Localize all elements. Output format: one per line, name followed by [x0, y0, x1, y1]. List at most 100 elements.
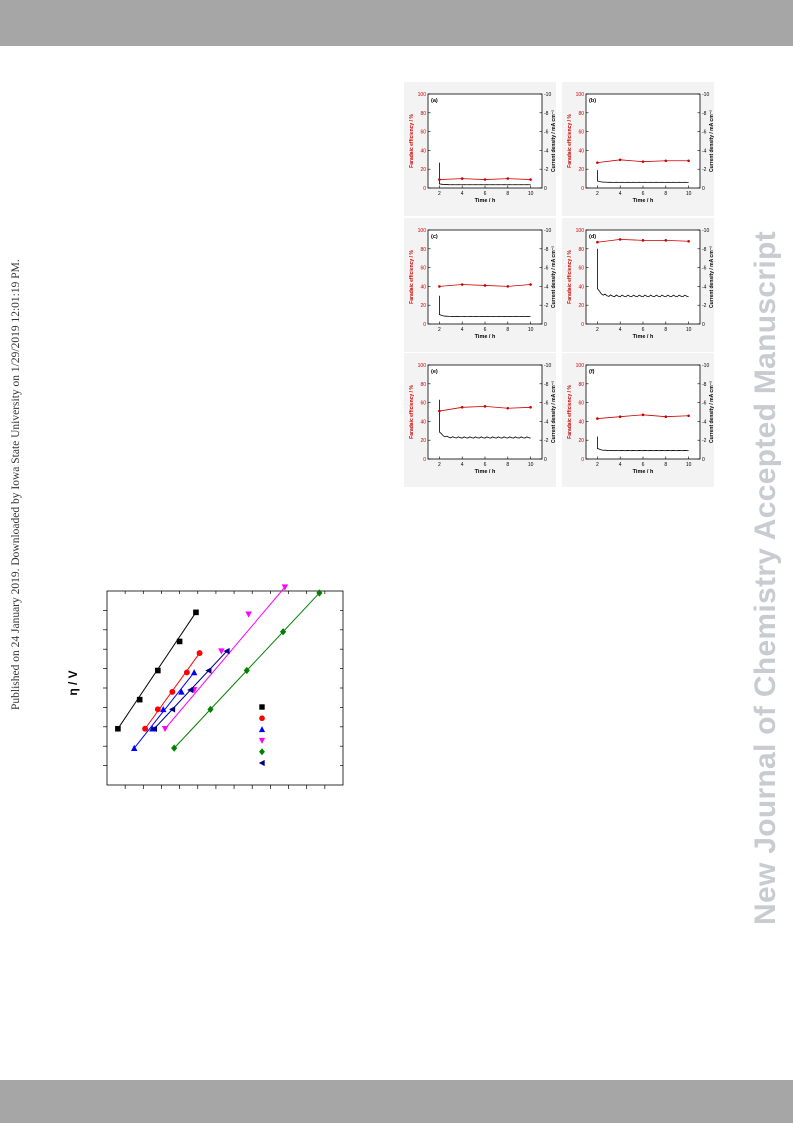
y2-tick-label: -10 [544, 92, 551, 98]
data-point [223, 647, 230, 655]
x-tick-label: 10 [528, 327, 534, 333]
panel-label: (e) [431, 369, 438, 375]
y2-tick-label: -6 [702, 266, 707, 272]
data-point [187, 686, 194, 694]
plot-area [585, 364, 701, 460]
y-tick-label: 80 [420, 111, 426, 117]
current-density-line [597, 170, 689, 183]
x-tick-label: 2 [438, 327, 441, 333]
fe-point [618, 415, 622, 418]
fe-point [529, 178, 532, 181]
y-tick-label: 100 [418, 363, 427, 369]
fe-point [641, 160, 645, 163]
x-tick-label: 2 [438, 191, 441, 197]
y-tick-label: 20 [578, 167, 584, 173]
fe-point [618, 158, 622, 162]
y2-tick-label: -4 [544, 148, 549, 154]
x-tick-label: 4 [461, 191, 464, 197]
x-tick-label: 4 [619, 462, 622, 468]
y2-tick-label: -8 [544, 382, 549, 388]
series-triangle-left [150, 647, 230, 732]
y-tick-label: 60 [578, 130, 584, 136]
y2-tick-label: -10 [544, 228, 551, 234]
data-point [183, 669, 190, 676]
legend [258, 704, 266, 767]
y2-tick-label: -4 [702, 284, 707, 290]
x-tick-label: 2 [596, 462, 599, 468]
data-point [131, 744, 138, 751]
legend-marker-circle [259, 715, 265, 722]
series-triangle-down [161, 584, 289, 733]
data-point [280, 628, 287, 636]
header-band [0, 0, 793, 46]
current-density-line [597, 436, 689, 452]
legend-marker-triangle-left [258, 759, 265, 767]
x-tick-label: 4 [461, 327, 464, 333]
x-tick-label: 2 [596, 327, 599, 333]
x-axis-title: Time / h [475, 198, 496, 204]
y2-tick-label: -4 [702, 419, 707, 425]
x-tick-label: 8 [664, 462, 667, 468]
data-point [142, 725, 149, 732]
panel-b: 0 20 40 60 80 100 0 -2 -4 -6 -8 -10 2 4 6 8 10 Time / h Fa… [562, 82, 715, 216]
legend-marker-diamond [259, 748, 265, 756]
x-tick-label: 10 [686, 462, 692, 468]
y2-tick-label: -2 [702, 167, 707, 173]
data-point [160, 705, 167, 713]
y-tick-label: 20 [420, 303, 426, 309]
fe-point [664, 415, 668, 418]
y2-tick-label: -4 [544, 284, 549, 290]
y2-tick-label: -8 [702, 382, 707, 388]
x-tick-label: 6 [484, 191, 487, 197]
x-tick-label: 8 [664, 191, 667, 197]
y-tick-label: 60 [420, 401, 426, 407]
y-tick-label: 0 [423, 186, 426, 192]
y2-tick-label: -8 [702, 247, 707, 253]
y2-axis-title: Current density / mA cm⁻² [551, 110, 557, 172]
fe-point [506, 177, 510, 180]
y-tick-label: 0 [581, 322, 584, 328]
y-tick-label: 100 [418, 92, 427, 98]
x-tick-label: 6 [642, 191, 645, 197]
x-tick-label: 2 [438, 462, 441, 468]
y-tick-label: 0 [581, 186, 584, 192]
x-tick-label: 10 [686, 327, 692, 333]
fe-point [664, 159, 668, 163]
y2-axis-title: Current density / mA cm⁻² [709, 381, 715, 443]
x-axis-title: Time / h [633, 198, 654, 204]
plot-area [585, 229, 701, 325]
y2-tick-label: -6 [544, 401, 549, 407]
series-triangle-up [131, 669, 198, 751]
x-tick-label: 8 [506, 327, 509, 333]
y2-tick-label: -2 [544, 167, 549, 173]
data-point [207, 705, 214, 713]
x-tick-label: 4 [619, 191, 622, 197]
y-tick-label: 40 [578, 419, 584, 425]
x-tick-label: 4 [461, 462, 464, 468]
data-point [243, 666, 250, 675]
x-tick-label: 8 [506, 191, 509, 197]
y2-tick-label: -6 [702, 130, 707, 136]
y-tick-label: 60 [578, 266, 584, 272]
fe-point [483, 405, 487, 408]
data-point [169, 688, 176, 695]
data-point [136, 696, 143, 703]
y-tick-label: 80 [578, 247, 584, 253]
fe-point [687, 159, 690, 163]
x-axis-title: Time / h [475, 469, 496, 475]
plot-area [427, 364, 543, 460]
y-tick-label: 20 [420, 438, 426, 444]
x-tick-label: 6 [642, 462, 645, 468]
data-point [281, 584, 289, 591]
y-tick-label: 40 [578, 284, 584, 290]
fe-point [687, 414, 690, 418]
fe-point [460, 406, 464, 409]
data-point [161, 725, 169, 733]
current-density-line [597, 248, 689, 298]
fe-point [438, 285, 441, 288]
data-point [171, 744, 178, 752]
series-diamond [171, 589, 323, 752]
fe-point [529, 283, 532, 286]
x-tick-label: 6 [484, 462, 487, 468]
y2-tick-label: 0 [702, 186, 705, 192]
